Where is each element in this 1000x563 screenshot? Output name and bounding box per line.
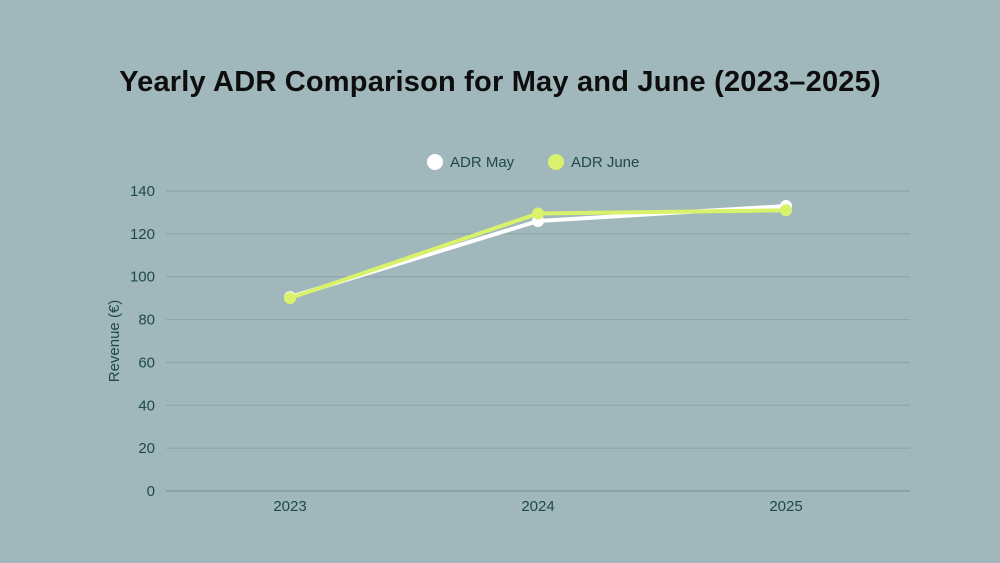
y-tick-label: 140 — [130, 183, 155, 200]
y-axis-ticks: 0 20 40 60 80 100 120 140 — [130, 183, 155, 500]
x-tick-label: 2023 — [273, 498, 306, 515]
legend-label: ADR June — [571, 154, 639, 171]
y-tick-label: 100 — [130, 269, 155, 286]
x-tick-label: 2025 — [769, 498, 802, 515]
data-point[interactable] — [532, 207, 544, 220]
series-layer — [284, 200, 792, 305]
legend: ADR May ADR June — [427, 154, 639, 171]
data-point[interactable] — [284, 292, 296, 305]
data-point[interactable] — [780, 204, 792, 217]
x-tick-label: 2024 — [521, 498, 554, 515]
y-tick-label: 60 — [138, 354, 155, 371]
legend-marker — [548, 154, 564, 170]
x-axis-ticks: 2023 2024 2025 — [273, 498, 802, 515]
y-tick-label: 20 — [138, 440, 155, 457]
y-tick-label: 80 — [138, 312, 155, 329]
y-tick-label: 40 — [138, 397, 155, 414]
y-axis-title: Revenue (€) — [106, 300, 123, 383]
y-tick-label: 120 — [130, 226, 155, 243]
legend-marker — [427, 154, 443, 170]
grid-lines — [166, 190, 910, 492]
chart-title: Yearly ADR Comparison for May and June (… — [119, 66, 881, 98]
y-tick-label: 0 — [147, 483, 155, 500]
legend-label: ADR May — [450, 154, 515, 171]
